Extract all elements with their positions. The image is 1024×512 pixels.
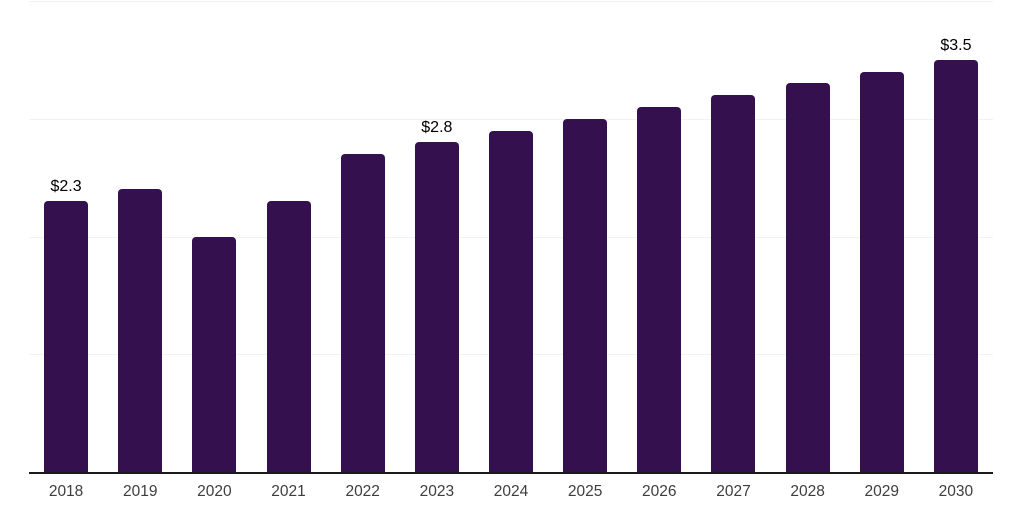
x-tick-label: 2030 xyxy=(938,483,974,500)
x-tick-label: 2029 xyxy=(864,483,900,500)
gridline xyxy=(29,118,993,120)
bar xyxy=(785,83,830,472)
bar xyxy=(414,142,459,472)
x-tick-label: 2020 xyxy=(197,483,232,500)
x-tick-label: 2028 xyxy=(790,483,825,500)
x-tick-label: 2024 xyxy=(493,483,529,500)
bar xyxy=(637,106,682,472)
bar-value-label: $3.5 xyxy=(940,36,972,54)
bar xyxy=(192,236,237,472)
x-tick-label: 2021 xyxy=(271,483,306,500)
x-tick-label: 2022 xyxy=(345,483,380,500)
bar-value-label: $2.3 xyxy=(50,178,82,196)
bar xyxy=(266,201,311,472)
bar xyxy=(489,130,533,472)
x-tick-label: 2025 xyxy=(567,483,603,500)
x-tick-label: 2023 xyxy=(419,483,455,500)
x-tick-label: 2027 xyxy=(716,483,751,500)
bar xyxy=(340,154,385,472)
bar xyxy=(859,71,904,472)
bar xyxy=(711,95,756,472)
gridline xyxy=(29,1,993,2)
bar-value-label: $2.8 xyxy=(421,119,453,137)
x-axis-line xyxy=(29,472,993,474)
x-tick-label: 2026 xyxy=(642,483,677,500)
bar xyxy=(933,59,978,472)
bar xyxy=(563,118,608,472)
bar xyxy=(118,189,163,472)
x-axis-labels: 2018 2019 2020 2021 2022 2023 2024 2025 2026 2027… xyxy=(29,482,993,506)
x-tick-label: 2018 xyxy=(48,483,84,500)
x-tick-label: 2019 xyxy=(122,483,158,500)
plot-area: $2.3 $2.8 $3.5 xyxy=(29,1,993,474)
bar xyxy=(44,201,89,472)
